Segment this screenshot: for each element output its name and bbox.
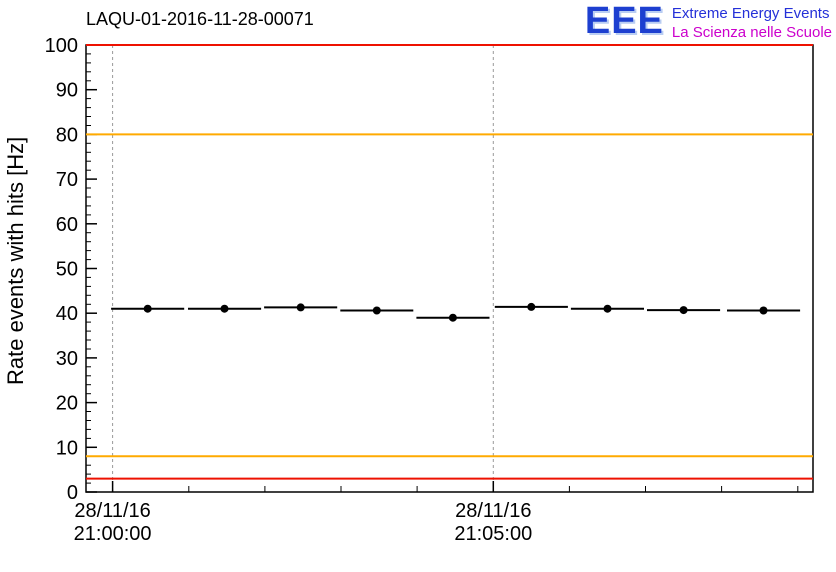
eee-logo-line1: Extreme Energy Events	[671, 5, 830, 22]
eee-logo: EEE Extreme Energy Events La Scienza nel…	[584, 0, 832, 43]
y-tick-label: 0	[67, 482, 78, 504]
data-point-marker	[679, 306, 688, 315]
data-point-marker	[527, 302, 536, 311]
data-point-marker	[372, 306, 381, 315]
y-tick-label: 60	[56, 214, 78, 236]
data-point-marker	[759, 306, 768, 315]
y-tick-label: 50	[56, 259, 78, 281]
x-tick-time-label: 21:00:00	[74, 523, 152, 545]
plot-frame	[85, 44, 814, 493]
eee-logo-acronym: EEE	[584, 0, 664, 42]
x-tick-time-label: 21:05:00	[454, 523, 532, 545]
y-tick-label: 100	[45, 35, 78, 57]
data-point-marker	[143, 304, 152, 313]
eee-logo-line2: La Scienza nelle Scuole	[671, 23, 832, 41]
data-point-marker	[220, 304, 229, 313]
y-tick-label: 30	[56, 348, 78, 370]
data-point-marker	[603, 304, 612, 313]
y-tick-label: 90	[56, 80, 78, 102]
y-tick-label: 70	[56, 169, 78, 191]
x-tick-date-label: 28/11/16	[74, 500, 150, 522]
data-point-marker	[448, 313, 457, 322]
y-tick-label: 80	[56, 124, 78, 146]
chart-title: LAQU-01-2016-11-28-00071	[86, 9, 314, 29]
x-tick-date-label: 28/11/16	[455, 500, 531, 522]
y-tick-label: 40	[56, 303, 78, 325]
y-tick-label: 10	[56, 437, 78, 459]
eee-logo-captions: Extreme Energy Events La Scienza nelle S…	[672, 3, 832, 43]
data-point-marker	[296, 303, 305, 312]
y-tick-label: 20	[56, 393, 78, 415]
